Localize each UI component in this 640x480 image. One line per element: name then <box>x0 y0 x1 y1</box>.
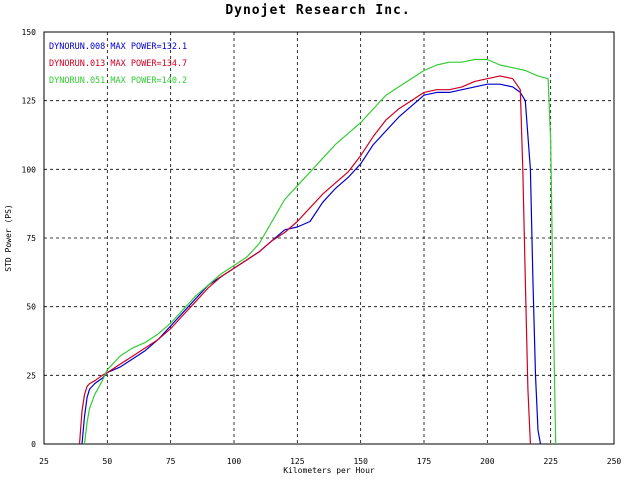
y-axis-label: STD Power (PS) <box>4 204 13 271</box>
x-tick-label: 50 <box>103 457 113 466</box>
x-tick-label: 225 <box>543 457 558 466</box>
legend-entry-2: DYNORUN.013 MAX POWER=134.7 <box>49 59 187 69</box>
y-tick-label: 100 <box>22 165 37 174</box>
legend-entry-1: DYNORUN.008 MAX POWER=132.1 <box>49 42 187 52</box>
y-tick-label: 0 <box>31 440 36 449</box>
y-tick-label: 50 <box>26 303 36 312</box>
x-tick-label: 125 <box>290 457 305 466</box>
tick-labels: 25 50 75 100 125 150 175 200 225 2500255075100125… <box>22 28 622 466</box>
series-lines <box>78 58 557 445</box>
y-tick-label: 75 <box>26 234 36 243</box>
chart-title: Dynojet Research Inc. <box>225 3 410 18</box>
y-tick-label: 125 <box>22 97 37 106</box>
y-tick-label: 25 <box>26 371 36 380</box>
legend-entry-3: DYNORUN.051 MAX POWER=140.2 <box>49 76 187 86</box>
series-line-3 <box>83 58 557 445</box>
x-tick-label: 75 <box>166 457 176 466</box>
x-tick-label: 250 <box>607 457 622 466</box>
series-line-2 <box>78 75 531 445</box>
x-axis-label: Kilometers per Hour <box>283 466 375 475</box>
legend: DYNORUN.008 MAX POWER=132.1 DYNORUN.013 M… <box>49 42 187 86</box>
x-tick-label: 175 <box>417 457 432 466</box>
x-tick-label: 25 <box>39 457 49 466</box>
x-tick-label: 100 <box>227 457 242 466</box>
series-line-1 <box>81 83 542 445</box>
grid <box>44 32 614 444</box>
x-tick-label: 200 <box>480 457 495 466</box>
x-tick-label: 150 <box>353 457 368 466</box>
y-tick-label: 150 <box>22 28 37 37</box>
